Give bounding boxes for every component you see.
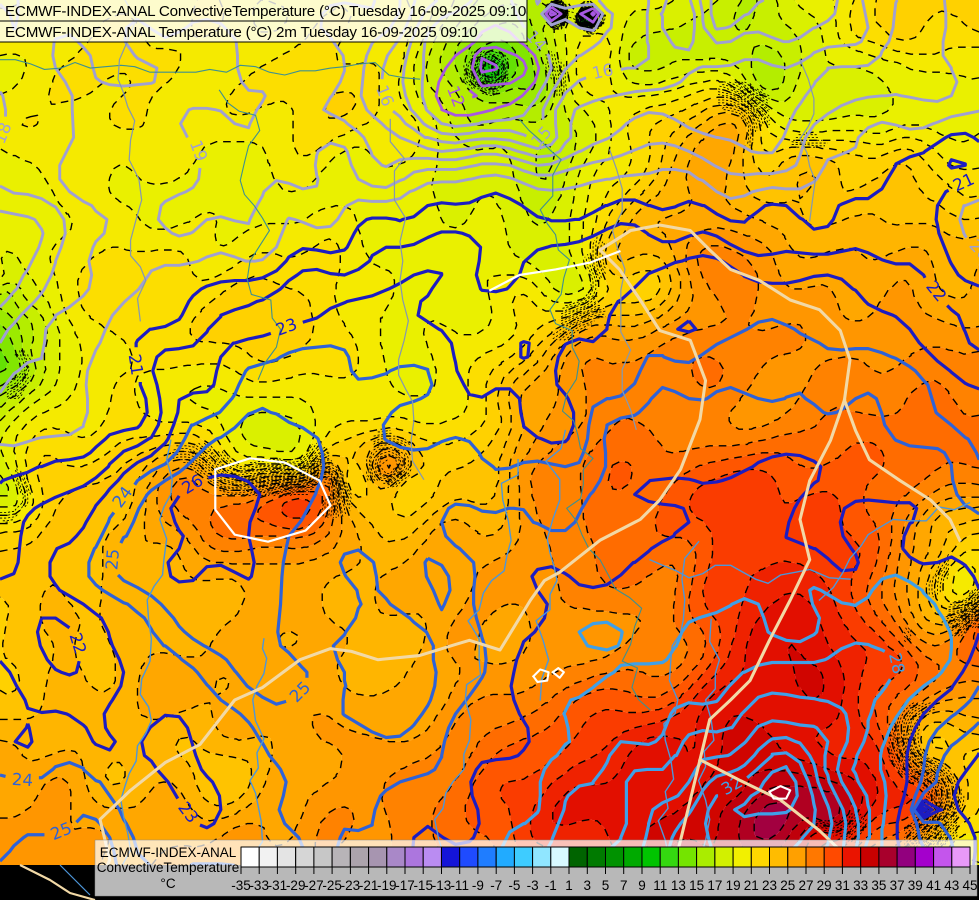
svg-text:37: 37 xyxy=(890,878,905,893)
svg-text:17: 17 xyxy=(707,878,722,893)
svg-text:°C: °C xyxy=(160,876,175,891)
svg-text:29: 29 xyxy=(817,878,832,893)
svg-text:-19: -19 xyxy=(377,878,397,893)
svg-text:3: 3 xyxy=(584,878,592,893)
svg-text:ConvectiveTemperature: ConvectiveTemperature xyxy=(97,860,240,875)
svg-text:-25: -25 xyxy=(322,878,342,893)
svg-text:-7: -7 xyxy=(490,878,502,893)
svg-text:-11: -11 xyxy=(450,878,469,893)
svg-text:27: 27 xyxy=(798,878,813,893)
svg-text:11: 11 xyxy=(653,878,667,893)
svg-text:33: 33 xyxy=(853,878,868,893)
svg-text:7: 7 xyxy=(620,878,628,893)
svg-text:31: 31 xyxy=(835,878,850,893)
svg-text:15: 15 xyxy=(689,878,704,893)
svg-text:-15: -15 xyxy=(413,878,433,893)
svg-text:-29: -29 xyxy=(286,878,306,893)
svg-text:13: 13 xyxy=(671,878,686,893)
svg-text:35: 35 xyxy=(871,878,886,893)
svg-text:-17: -17 xyxy=(395,878,415,893)
svg-text:39: 39 xyxy=(908,878,923,893)
svg-text:21: 21 xyxy=(744,878,759,893)
svg-text:-31: -31 xyxy=(268,878,288,893)
svg-text:ECMWF-INDEX-ANAL Temperature (: ECMWF-INDEX-ANAL Temperature (°C) 2m Tue… xyxy=(5,24,477,41)
svg-text:-33: -33 xyxy=(249,878,269,893)
svg-text:23: 23 xyxy=(762,878,777,893)
svg-text:9: 9 xyxy=(638,878,646,893)
svg-text:-13: -13 xyxy=(432,878,452,893)
svg-text:-21: -21 xyxy=(359,878,379,893)
svg-text:45: 45 xyxy=(962,878,977,893)
svg-text:5: 5 xyxy=(602,878,610,893)
svg-text:-27: -27 xyxy=(304,878,324,893)
svg-text:ECMWF-INDEX-ANAL ConvectiveTem: ECMWF-INDEX-ANAL ConvectiveTemperature (… xyxy=(5,3,526,20)
svg-text:25: 25 xyxy=(780,878,795,893)
svg-text:-9: -9 xyxy=(472,878,484,893)
svg-text:41: 41 xyxy=(926,878,941,893)
svg-text:19: 19 xyxy=(726,878,741,893)
svg-text:-1: -1 xyxy=(545,878,557,893)
svg-text:-5: -5 xyxy=(508,878,520,893)
svg-text:ECMWF-INDEX-ANAL: ECMWF-INDEX-ANAL xyxy=(100,845,237,860)
svg-text:-3: -3 xyxy=(527,878,539,893)
svg-text:43: 43 xyxy=(944,878,959,893)
svg-text:-35: -35 xyxy=(231,878,251,893)
svg-text:-23: -23 xyxy=(341,878,361,893)
svg-text:1: 1 xyxy=(565,878,573,893)
